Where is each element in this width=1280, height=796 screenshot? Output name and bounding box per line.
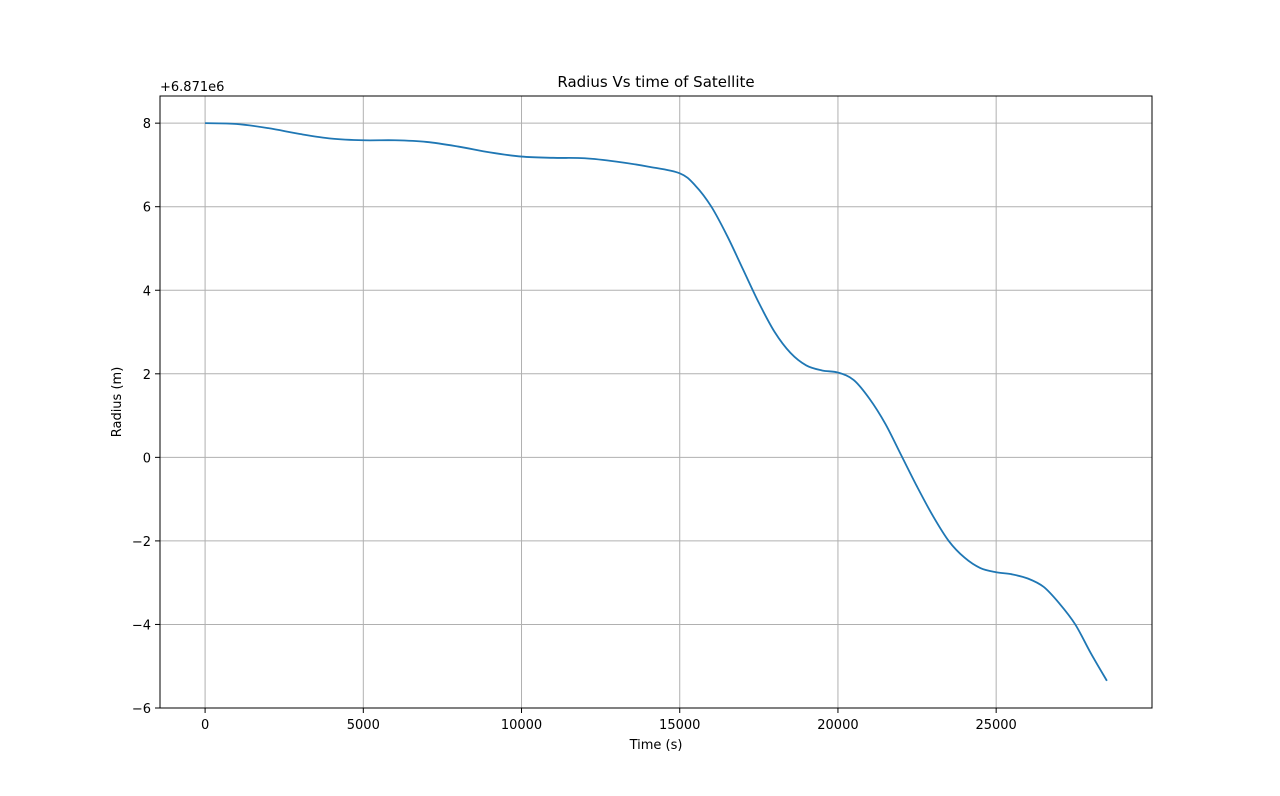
y-tick-label: 0 [143,451,151,466]
y-tick-label: 8 [143,117,151,132]
y-axis-label: Radius (m) [110,367,125,438]
chart-title: Radius Vs time of Satellite [557,73,754,91]
ticks: 0 5000 10000 15000 20000 25000 −6 −4 −2 0 2 4 6 8 [132,117,1017,733]
x-tick-label: 10000 [501,718,542,733]
plot-frame [159,95,1153,709]
x-tick-label: 25000 [975,718,1016,733]
y-tick-label: 2 [143,368,151,383]
y-axis-offset-label: +6.871e6 [160,80,224,95]
series-line [205,122,1108,682]
series-layer [205,122,1108,682]
x-tick-label: 20000 [817,718,858,733]
x-tick-label: 15000 [659,718,700,733]
x-tick-label: 5000 [347,718,380,733]
y-tick-label: −4 [132,618,151,633]
y-tick-label: 6 [143,201,151,216]
x-tick-label: 0 [201,718,209,733]
grid [160,96,1152,709]
y-tick-label: −6 [132,702,151,717]
y-tick-label: −2 [132,535,151,550]
y-tick-label: 4 [143,284,151,299]
x-axis-label: Time (s) [629,738,683,753]
